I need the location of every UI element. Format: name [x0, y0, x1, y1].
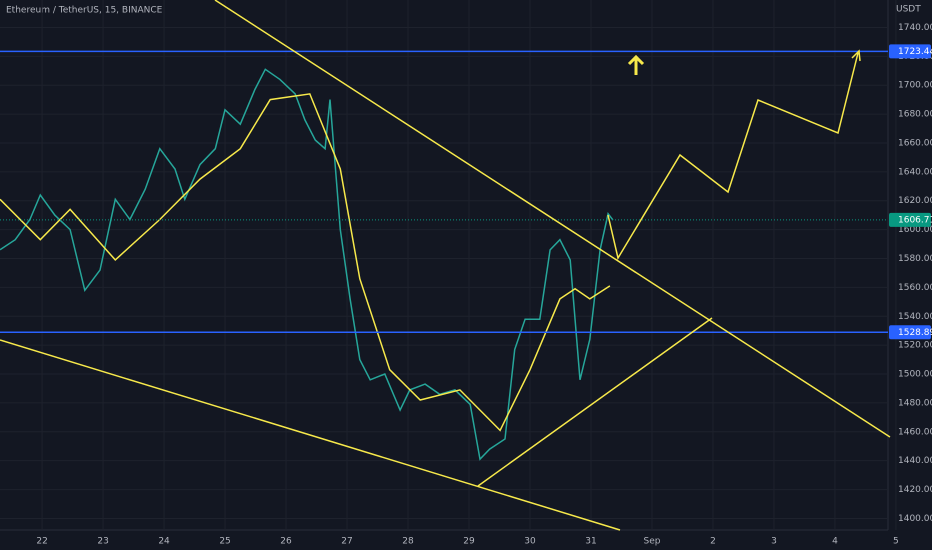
x-tick-label: 28 [402, 537, 414, 547]
y-tick-label: 1640.00 [898, 167, 932, 177]
y-tick-label: 1520.00 [898, 341, 932, 351]
y-unit: USDT [896, 5, 921, 15]
trend-line [0, 339, 621, 531]
x-tick-label: 26 [280, 537, 292, 547]
arrow-head [627, 54, 645, 66]
y-tick-label: 1560.00 [898, 283, 932, 293]
x-tick-label: 27 [341, 537, 352, 547]
projection-path [607, 52, 859, 260]
price-tag [889, 212, 931, 227]
x-tick-label: 2 [710, 537, 716, 547]
x-tick-label: 30 [524, 537, 536, 547]
y-tick-label: 1420.00 [898, 485, 932, 495]
y-tick-label: 1660.00 [898, 138, 932, 148]
y-tick-label: 1580.00 [898, 254, 932, 264]
trend-line [477, 317, 713, 487]
trend-line [214, 0, 891, 438]
y-tick-label: 1500.00 [898, 370, 932, 380]
x-tick-label: 25 [219, 537, 230, 547]
drawings [0, 0, 891, 531]
y-tick-label: 1400.00 [898, 514, 932, 524]
y-tick-label: 1460.00 [898, 427, 932, 437]
chart-title: Ethereum / TetherUS, 15, BINANCE [6, 6, 163, 16]
y-tick-label: 1620.00 [898, 196, 932, 206]
x-tick-label: 31 [585, 537, 596, 547]
price-tag [889, 325, 931, 340]
y-tick-label: 1680.00 [898, 110, 932, 120]
arrow-head [851, 49, 861, 62]
price-tag-label: 1528.89 [898, 328, 932, 338]
y-tick-label: 1480.00 [898, 398, 932, 408]
y-tick-label: 1700.00 [898, 81, 932, 91]
x-tick-label: 23 [97, 537, 108, 547]
price-tag-label: 1606.71 [898, 215, 932, 225]
up-arrow [627, 54, 645, 75]
x-tick-label: 22 [36, 537, 47, 547]
x-tick-label: Sep [643, 537, 660, 547]
x-tick-label: 4 [832, 537, 838, 547]
x-tick-label: 3 [771, 537, 777, 547]
y-tick-label: 1740.00 [898, 23, 932, 33]
y-tick-label: 1540.00 [898, 312, 932, 322]
plot [0, 0, 897, 530]
x-tick-label: 5 [893, 537, 899, 547]
price-tag [889, 44, 931, 59]
y-tick-label: 1440.00 [898, 456, 932, 466]
price-line [0, 93, 611, 432]
x-tick-label: 29 [463, 537, 475, 547]
price-tag-label: 1723.44 [898, 47, 932, 57]
y-tick-label: 1600.00 [898, 225, 932, 235]
price-line [0, 68, 614, 461]
x-tick-label: 24 [158, 537, 170, 547]
